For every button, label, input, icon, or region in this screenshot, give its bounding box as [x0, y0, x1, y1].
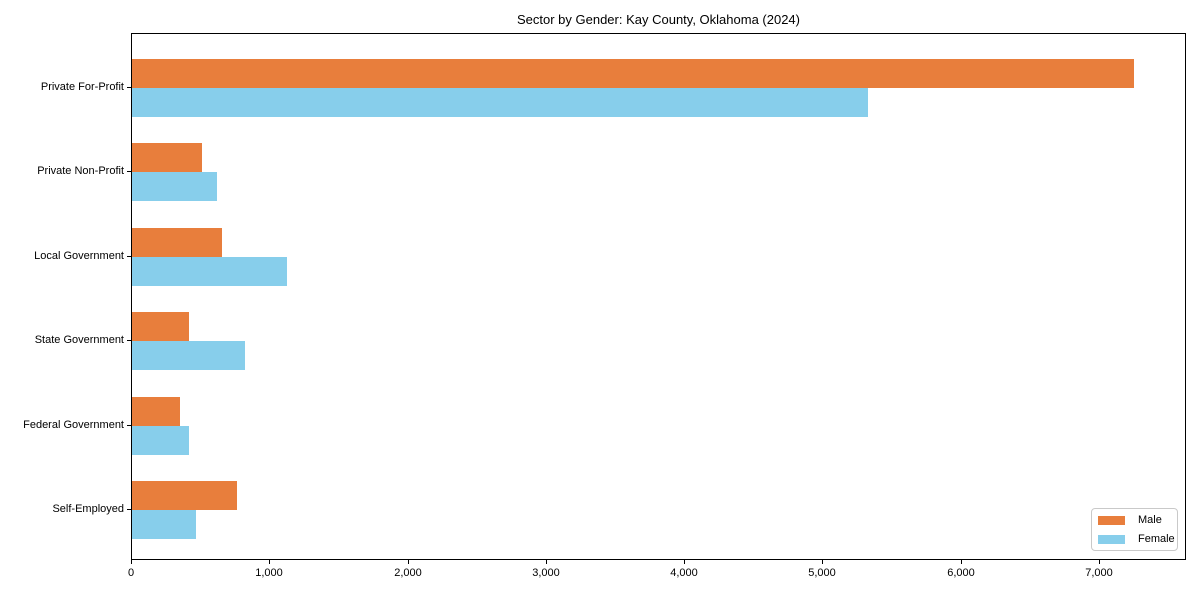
bar-female-state-government: [132, 341, 245, 371]
bar-female-local-government: [132, 256, 287, 286]
x-axis-tick-label-0: 0: [127, 567, 135, 579]
legend-swatch-female: [1098, 534, 1125, 544]
x-axis-tick-label-3-000: 3,000: [532, 567, 560, 579]
legend-entry-female: Female: [1098, 531, 1177, 547]
bar-male-federal-government: [132, 396, 180, 426]
x-axis-tick: [269, 560, 270, 564]
x-axis-tick-label-5-000: 5,000: [808, 567, 836, 579]
bar-female-federal-government: [132, 425, 189, 455]
y-axis-label-private-non-profit: Private Non-Profit: [37, 165, 124, 178]
x-axis-tick: [684, 560, 685, 564]
y-axis-label-state-government: State Government: [34, 334, 124, 347]
legend: Male Female: [1091, 508, 1178, 551]
x-axis-tick-label-7-000: 7,000: [1085, 567, 1113, 579]
y-axis-label-federal-government: Federal Government: [23, 418, 124, 431]
y-axis-label-private-for-profit: Private For-Profit: [40, 81, 124, 93]
legend-entry-male: Male: [1098, 512, 1177, 528]
x-axis-tick: [131, 560, 132, 564]
x-axis-tick: [546, 560, 547, 564]
x-axis-tick: [1099, 560, 1100, 564]
y-axis-label-local-government: Local Government: [34, 249, 124, 262]
legend-label-male: Male: [1138, 514, 1162, 526]
plot-area: [131, 33, 1186, 560]
x-axis-tick-label-6-000: 6,000: [947, 567, 975, 579]
bar-female-self-employed: [132, 510, 196, 540]
chart-title: Sector by Gender: Kay County, Oklahoma (…: [516, 12, 800, 27]
bar-male-self-employed: [132, 481, 237, 511]
x-axis-tick-label-1-000: 1,000: [255, 567, 283, 579]
y-axis-label-self-employed: Self-Employed: [52, 503, 124, 516]
legend-swatch-male: [1098, 515, 1125, 525]
x-axis-tick-label-4-000: 4,000: [670, 567, 698, 579]
bar-male-state-government: [132, 312, 189, 342]
y-axis-tick: [127, 424, 131, 426]
x-axis-tick-label-2-000: 2,000: [394, 567, 422, 579]
legend-label-female: Female: [1138, 533, 1175, 545]
bar-male-local-government: [132, 227, 222, 257]
y-axis-tick: [127, 509, 131, 511]
x-axis-tick: [961, 560, 962, 564]
bar-female-private-non-profit: [132, 172, 217, 202]
y-axis-tick: [127, 87, 131, 88]
y-axis-tick: [127, 340, 131, 342]
y-axis-tick: [127, 255, 131, 257]
x-axis-tick: [822, 560, 823, 564]
bar-male-private-for-profit: [132, 59, 1134, 88]
y-axis-tick: [127, 171, 131, 173]
bar-female-private-for-profit: [132, 88, 868, 117]
bar-male-private-non-profit: [132, 143, 202, 173]
x-axis-tick: [408, 560, 409, 564]
